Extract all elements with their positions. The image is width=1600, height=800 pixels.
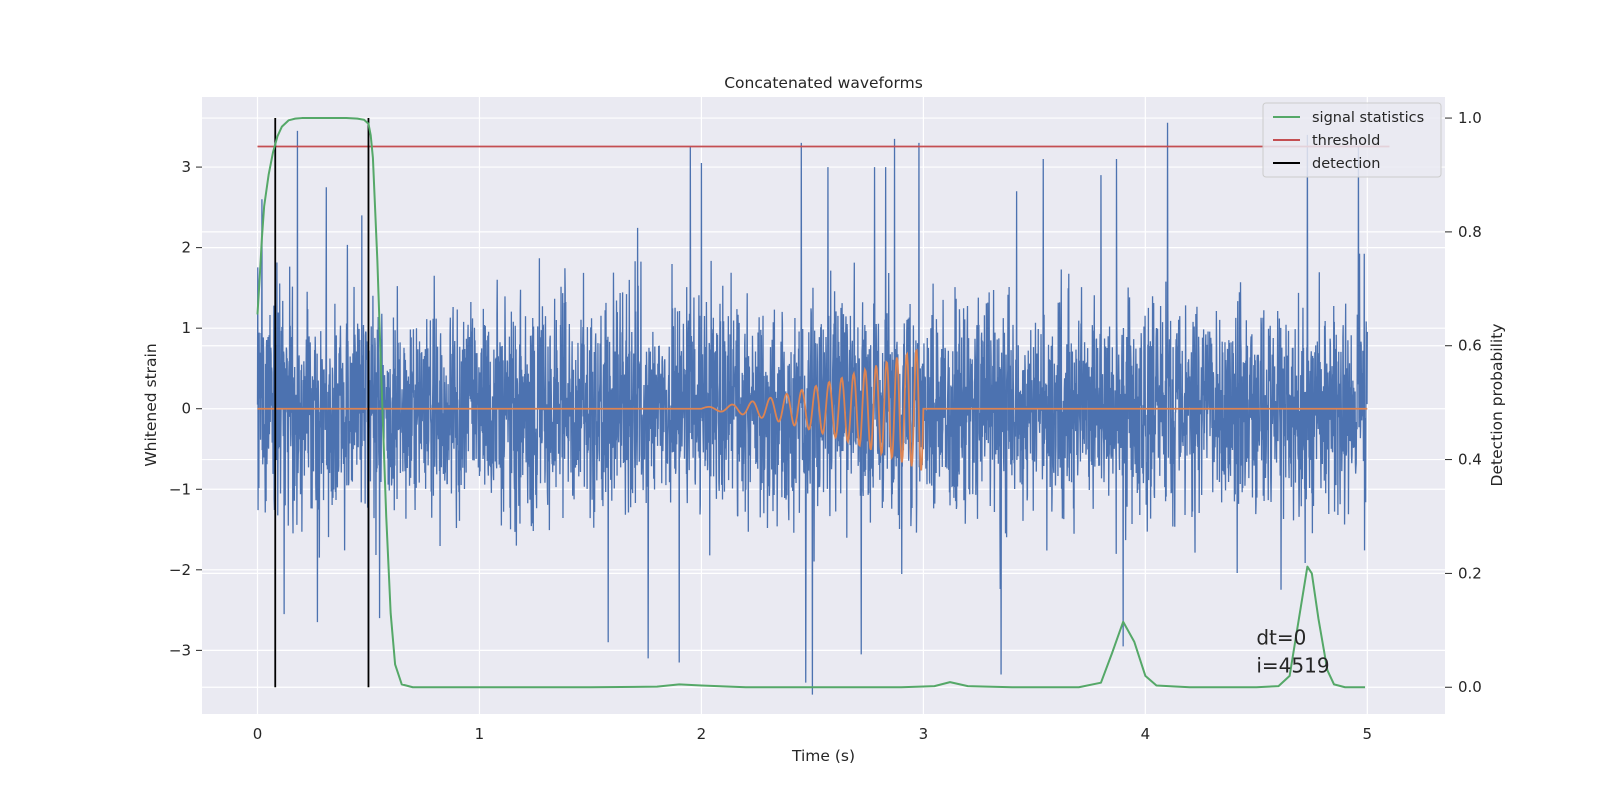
statistic-layer — [256, 117, 1366, 689]
annotation-index: i=4519 — [1256, 654, 1329, 678]
waveform-layer — [257, 348, 1368, 471]
y-right-tick-label-3: 0.6 — [1458, 337, 1482, 355]
annotation-dt: dt=0 — [1256, 626, 1306, 650]
noise-layer — [256, 122, 1368, 695]
y-tick-label-6: 3 — [181, 158, 191, 176]
y-tick-label-1: −2 — [169, 561, 191, 579]
waveform-trace — [257, 348, 1368, 471]
y-right-tick-label-5: 1.0 — [1458, 109, 1482, 127]
x-axis-label: Time (s) — [791, 747, 855, 765]
chart-title: Concatenated waveforms — [724, 74, 923, 92]
y-tick-label-3: 0 — [181, 400, 191, 418]
y-right-tick-label-4: 0.8 — [1458, 223, 1482, 241]
y-right-axis-label: Detection probability — [1488, 324, 1506, 487]
x-tick-label-4: 4 — [1141, 725, 1151, 743]
y-right-tick-label-0: 0.0 — [1458, 678, 1482, 696]
y-axis-label: Whitened strain — [142, 343, 160, 466]
legend: signal statistics threshold detection — [1262, 102, 1442, 178]
legend-label-threshold: threshold — [1312, 133, 1380, 149]
legend-label-signal-statistics: signal statistics — [1312, 110, 1424, 126]
x-tick-label-2: 2 — [697, 725, 707, 743]
y-tick-label-2: −1 — [169, 480, 191, 498]
signal-statistics-curve — [256, 117, 1366, 689]
detection-layer — [274, 118, 370, 688]
y-right-tick-label-2: 0.4 — [1458, 451, 1482, 469]
y-tick-label-4: 1 — [181, 319, 191, 337]
ticks: 0 1 2 3 4 5 −3 −2 −1 0 1 2 3 0.0 0.2 0.4 0.6 0.8 1.0 — [169, 109, 1482, 743]
noise-trace — [256, 122, 1368, 695]
y-tick-label-0: −3 — [169, 641, 191, 659]
x-tick-label-0: 0 — [253, 725, 263, 743]
legend-label-detection: detection — [1312, 156, 1380, 172]
y-tick-label-5: 2 — [181, 239, 191, 257]
x-tick-label-3: 3 — [919, 725, 929, 743]
x-tick-label-5: 5 — [1363, 725, 1373, 743]
y-right-tick-label-1: 0.2 — [1458, 564, 1482, 582]
x-tick-label-1: 1 — [475, 725, 485, 743]
legend-box — [1262, 102, 1442, 178]
